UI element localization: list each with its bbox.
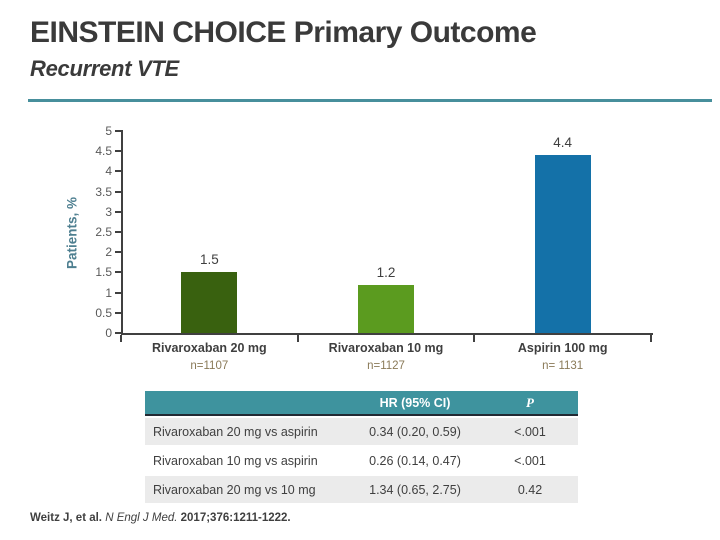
citation-reference: 2017;376:1211-1222. (180, 512, 291, 524)
comparison-label: Rivaroxaban 20 mg vs 10 mg (153, 482, 316, 497)
y-tick (115, 190, 121, 193)
slide-subtitle: Recurrent VTE (30, 56, 179, 81)
p-value: <.001 (514, 453, 546, 468)
y-tick (115, 231, 121, 233)
y-tick-label: 3.5 (95, 184, 112, 199)
sample-size-label: n=1127 (367, 360, 405, 372)
sample-size-label: n=1107 (190, 360, 229, 372)
hr-value: 1.34 (0.65, 2.75) (369, 482, 461, 497)
y-tick-label: 3 (105, 204, 112, 219)
y-tick-label: 5 (105, 124, 112, 138)
y-tick-label: 4 (105, 164, 112, 179)
hr-value: 0.34 (0.20, 0.59) (369, 424, 461, 439)
slide-title: EINSTEIN CHOICE Primary Outcome (30, 16, 537, 49)
table-header-hr: HR (95% CI) (379, 395, 451, 410)
bar-rivaroxaban-10-mg (358, 284, 414, 333)
y-tick (115, 291, 121, 294)
x-tick (650, 335, 652, 342)
y-tick-label: 4.5 (95, 144, 112, 159)
hazard-ratio-table: HR (95% CI) P Rivaroxaban 20 mg vs aspir… (145, 391, 578, 503)
x-tick (296, 335, 299, 342)
bar-chart: Patients, % 5 4.5 4 3.5 3 2.5 2 1.5 1 0.5 0 1.5 Riva… (65, 124, 653, 372)
y-tick-label: 2 (105, 245, 112, 260)
y-tick (115, 170, 121, 173)
comparison-label: Rivaroxaban 20 mg vs aspirin (153, 424, 318, 439)
citation: Weitz J, et al. N Engl J Med. 2017;376:1… (30, 512, 291, 524)
table-row: Rivaroxaban 20 mg vs aspirin 0.34 (0.20,… (145, 418, 578, 445)
y-tick (115, 130, 121, 132)
sample-size-label: n= 1131 (542, 360, 584, 372)
citation-authors: Weitz J, et al. (30, 512, 103, 524)
x-tick (473, 335, 476, 342)
y-tick-label: 2.5 (95, 225, 112, 239)
bar-value-label: 1.5 (199, 252, 219, 268)
y-tick-label: 0.5 (95, 305, 112, 320)
y-tick-label: 1 (105, 285, 112, 300)
y-tick (115, 311, 121, 314)
table-row: Rivaroxaban 10 mg vs aspirin 0.26 (0.14,… (145, 447, 578, 474)
x-tick (120, 335, 122, 342)
y-axis-line (121, 130, 123, 335)
category-label: Rivaroxaban 20 mg (152, 341, 267, 355)
table-header-p: P (526, 394, 534, 410)
y-tick (115, 332, 121, 334)
hr-value: 0.26 (0.14, 0.47) (369, 453, 461, 468)
y-tick (115, 210, 121, 213)
bar-rivaroxaban-20-mg (181, 272, 238, 333)
y-tick (115, 251, 121, 254)
y-tick-label: 1.5 (95, 265, 112, 280)
bar-value-label: 1.2 (376, 264, 396, 280)
bar-value-label: 4.4 (553, 135, 573, 151)
bar-aspirin-100-mg (534, 155, 591, 333)
y-tick-label: 0 (105, 326, 112, 340)
y-tick (115, 271, 121, 274)
x-axis-line (121, 333, 653, 335)
citation-journal: N Engl J Med. (102, 512, 181, 524)
table-row: Rivaroxaban 20 mg vs 10 mg 1.34 (0.65, 2… (145, 476, 578, 503)
p-value: <.001 (514, 424, 546, 439)
comparison-label: Rivaroxaban 10 mg vs aspirin (153, 453, 318, 468)
p-value: 0.42 (517, 482, 543, 497)
title-divider (28, 99, 712, 102)
table-header-row: HR (95% CI) P (145, 391, 578, 416)
category-label: Rivaroxaban 10 mg (328, 341, 444, 355)
category-label: Aspirin 100 mg (517, 341, 608, 355)
y-tick (115, 150, 121, 153)
